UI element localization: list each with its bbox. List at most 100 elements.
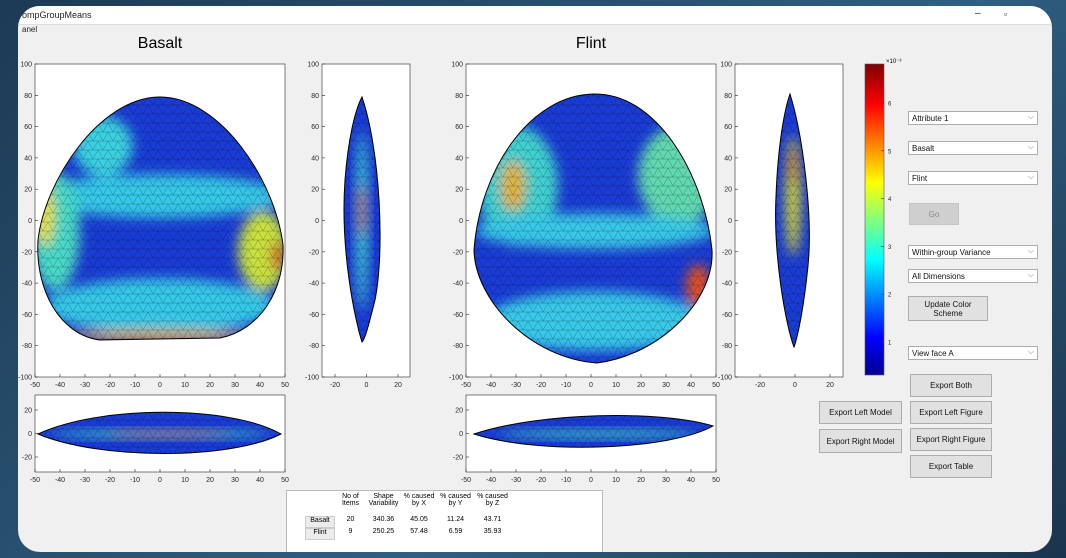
y-tick-label: -80 — [453, 343, 463, 350]
colorbar-tick-label: 2 — [888, 293, 892, 299]
x-tick-label: -20 — [330, 382, 340, 389]
x-tick-label: 30 — [231, 477, 239, 484]
y-tick-label: 0 — [315, 218, 319, 225]
menu-label: anel — [22, 25, 38, 34]
x-tick-label: -10 — [561, 382, 571, 389]
y-tick-label: 60 — [724, 124, 732, 131]
table-cell: Shape Variability — [368, 493, 399, 507]
y-tick-label: 20 — [24, 408, 32, 415]
right-group-dropdown[interactable]: Flint — [908, 171, 1038, 185]
x-tick-label: -20 — [105, 382, 115, 389]
y-tick-label: -60 — [453, 312, 463, 319]
x-tick-label: 0 — [793, 382, 797, 389]
table-cell: 340.36 — [372, 516, 395, 523]
y-tick-label: 0 — [28, 218, 32, 225]
y-tick-label: 20 — [455, 187, 463, 194]
x-tick-label: -40 — [486, 382, 496, 389]
export-table-button[interactable]: Export Table — [910, 455, 992, 478]
x-tick-label: 10 — [181, 382, 189, 389]
x-tick-label: -40 — [55, 477, 65, 484]
y-tick-label: 0 — [459, 218, 463, 225]
y-tick-label: -100 — [305, 375, 319, 382]
x-tick-label: 20 — [826, 382, 834, 389]
x-tick-label: 10 — [181, 477, 189, 484]
x-tick-label: -30 — [80, 382, 90, 389]
x-tick-label: 20 — [637, 382, 645, 389]
table-cell: 6.59 — [448, 528, 463, 535]
table-cell: 11.24 — [447, 516, 464, 523]
export-left-figure-button[interactable]: Export Left Figure — [910, 401, 992, 424]
x-tick-label: 30 — [662, 477, 670, 484]
table-cell: Basalt — [305, 516, 335, 528]
x-tick-label: 40 — [687, 382, 695, 389]
table-cell: Flint — [305, 528, 335, 540]
x-tick-label: 0 — [589, 382, 593, 389]
y-tick-label: 100 — [720, 62, 732, 69]
y-tick-label: -60 — [722, 312, 732, 319]
left-group-dropdown[interactable]: Basalt — [908, 141, 1038, 155]
y-tick-label: -40 — [453, 281, 463, 288]
y-tick-label: -80 — [309, 343, 319, 350]
table-cell: % caused by Z — [477, 493, 508, 507]
y-tick-label: 100 — [307, 62, 319, 69]
x-tick-label: 10 — [612, 477, 620, 484]
y-tick-label: 60 — [24, 124, 32, 131]
y-tick-label: 40 — [311, 155, 319, 162]
y-tick-label: -80 — [22, 343, 32, 350]
attribute-dropdown[interactable]: Attribute 1 — [908, 111, 1038, 125]
export-right-figure-button[interactable]: Export Right Figure — [910, 428, 992, 451]
y-tick-label: 80 — [311, 93, 319, 100]
y-tick-label: 100 — [451, 62, 463, 69]
x-tick-label: -10 — [130, 382, 140, 389]
x-tick-label: -30 — [511, 477, 521, 484]
plot-title: Basalt — [138, 35, 183, 52]
view-dropdown[interactable]: View face A — [908, 346, 1038, 360]
colorbar-tick-label: 3 — [888, 245, 892, 251]
x-tick-label: -10 — [130, 477, 140, 484]
y-tick-label: -60 — [22, 312, 32, 319]
x-tick-label: -50 — [461, 477, 471, 484]
table-cell: 20 — [346, 516, 355, 523]
minimize-button[interactable]: – — [975, 8, 981, 19]
go-button[interactable]: Go — [909, 203, 959, 225]
y-tick-label: -20 — [453, 455, 463, 462]
export-both-button[interactable]: Export Both — [910, 374, 992, 397]
x-tick-label: 40 — [256, 477, 264, 484]
plot-title: Flint — [576, 35, 607, 52]
export-left-model-button[interactable]: Export Left Model — [819, 401, 902, 424]
x-tick-label: -50 — [30, 382, 40, 389]
y-tick-label: 80 — [724, 93, 732, 100]
colorbar-tick-label: 1 — [888, 341, 892, 347]
y-tick-label: -20 — [22, 455, 32, 462]
x-tick-label: -50 — [30, 477, 40, 484]
y-tick-label: 80 — [24, 93, 32, 100]
x-tick-label: -30 — [511, 382, 521, 389]
x-tick-label: 20 — [394, 382, 402, 389]
y-tick-label: 20 — [724, 187, 732, 194]
x-tick-label: -20 — [536, 477, 546, 484]
y-tick-label: -40 — [309, 281, 319, 288]
y-tick-label: 20 — [24, 187, 32, 194]
y-tick-label: -80 — [722, 343, 732, 350]
x-tick-label: -20 — [536, 382, 546, 389]
table-cell: 9 — [348, 528, 353, 535]
colorbar-tick-label: 5 — [888, 149, 892, 155]
x-tick-label: -40 — [486, 477, 496, 484]
x-tick-label: -20 — [105, 477, 115, 484]
x-tick-label: -20 — [755, 382, 765, 389]
dimensions-dropdown[interactable]: All Dimensions — [908, 269, 1038, 283]
maximize-button[interactable]: ▫ — [1004, 9, 1008, 19]
title-bar: ompGroupMeans – ▫ — [18, 6, 1052, 25]
table-cell: 43.71 — [483, 516, 502, 523]
table-cell: % caused by Y — [440, 493, 471, 507]
y-tick-label: 80 — [455, 93, 463, 100]
x-tick-label: -30 — [80, 477, 90, 484]
update-color-button[interactable]: Update Color Scheme — [908, 296, 988, 321]
x-tick-label: 10 — [612, 382, 620, 389]
colorbar-exponent: ×10⁻³ — [886, 59, 901, 65]
export-right-model-button[interactable]: Export Right Model — [819, 429, 902, 453]
x-tick-label: 50 — [281, 477, 289, 484]
x-tick-label: 50 — [712, 477, 720, 484]
measure-dropdown[interactable]: Within-group Variance — [908, 245, 1038, 259]
table-cell: No of Items — [341, 493, 360, 507]
